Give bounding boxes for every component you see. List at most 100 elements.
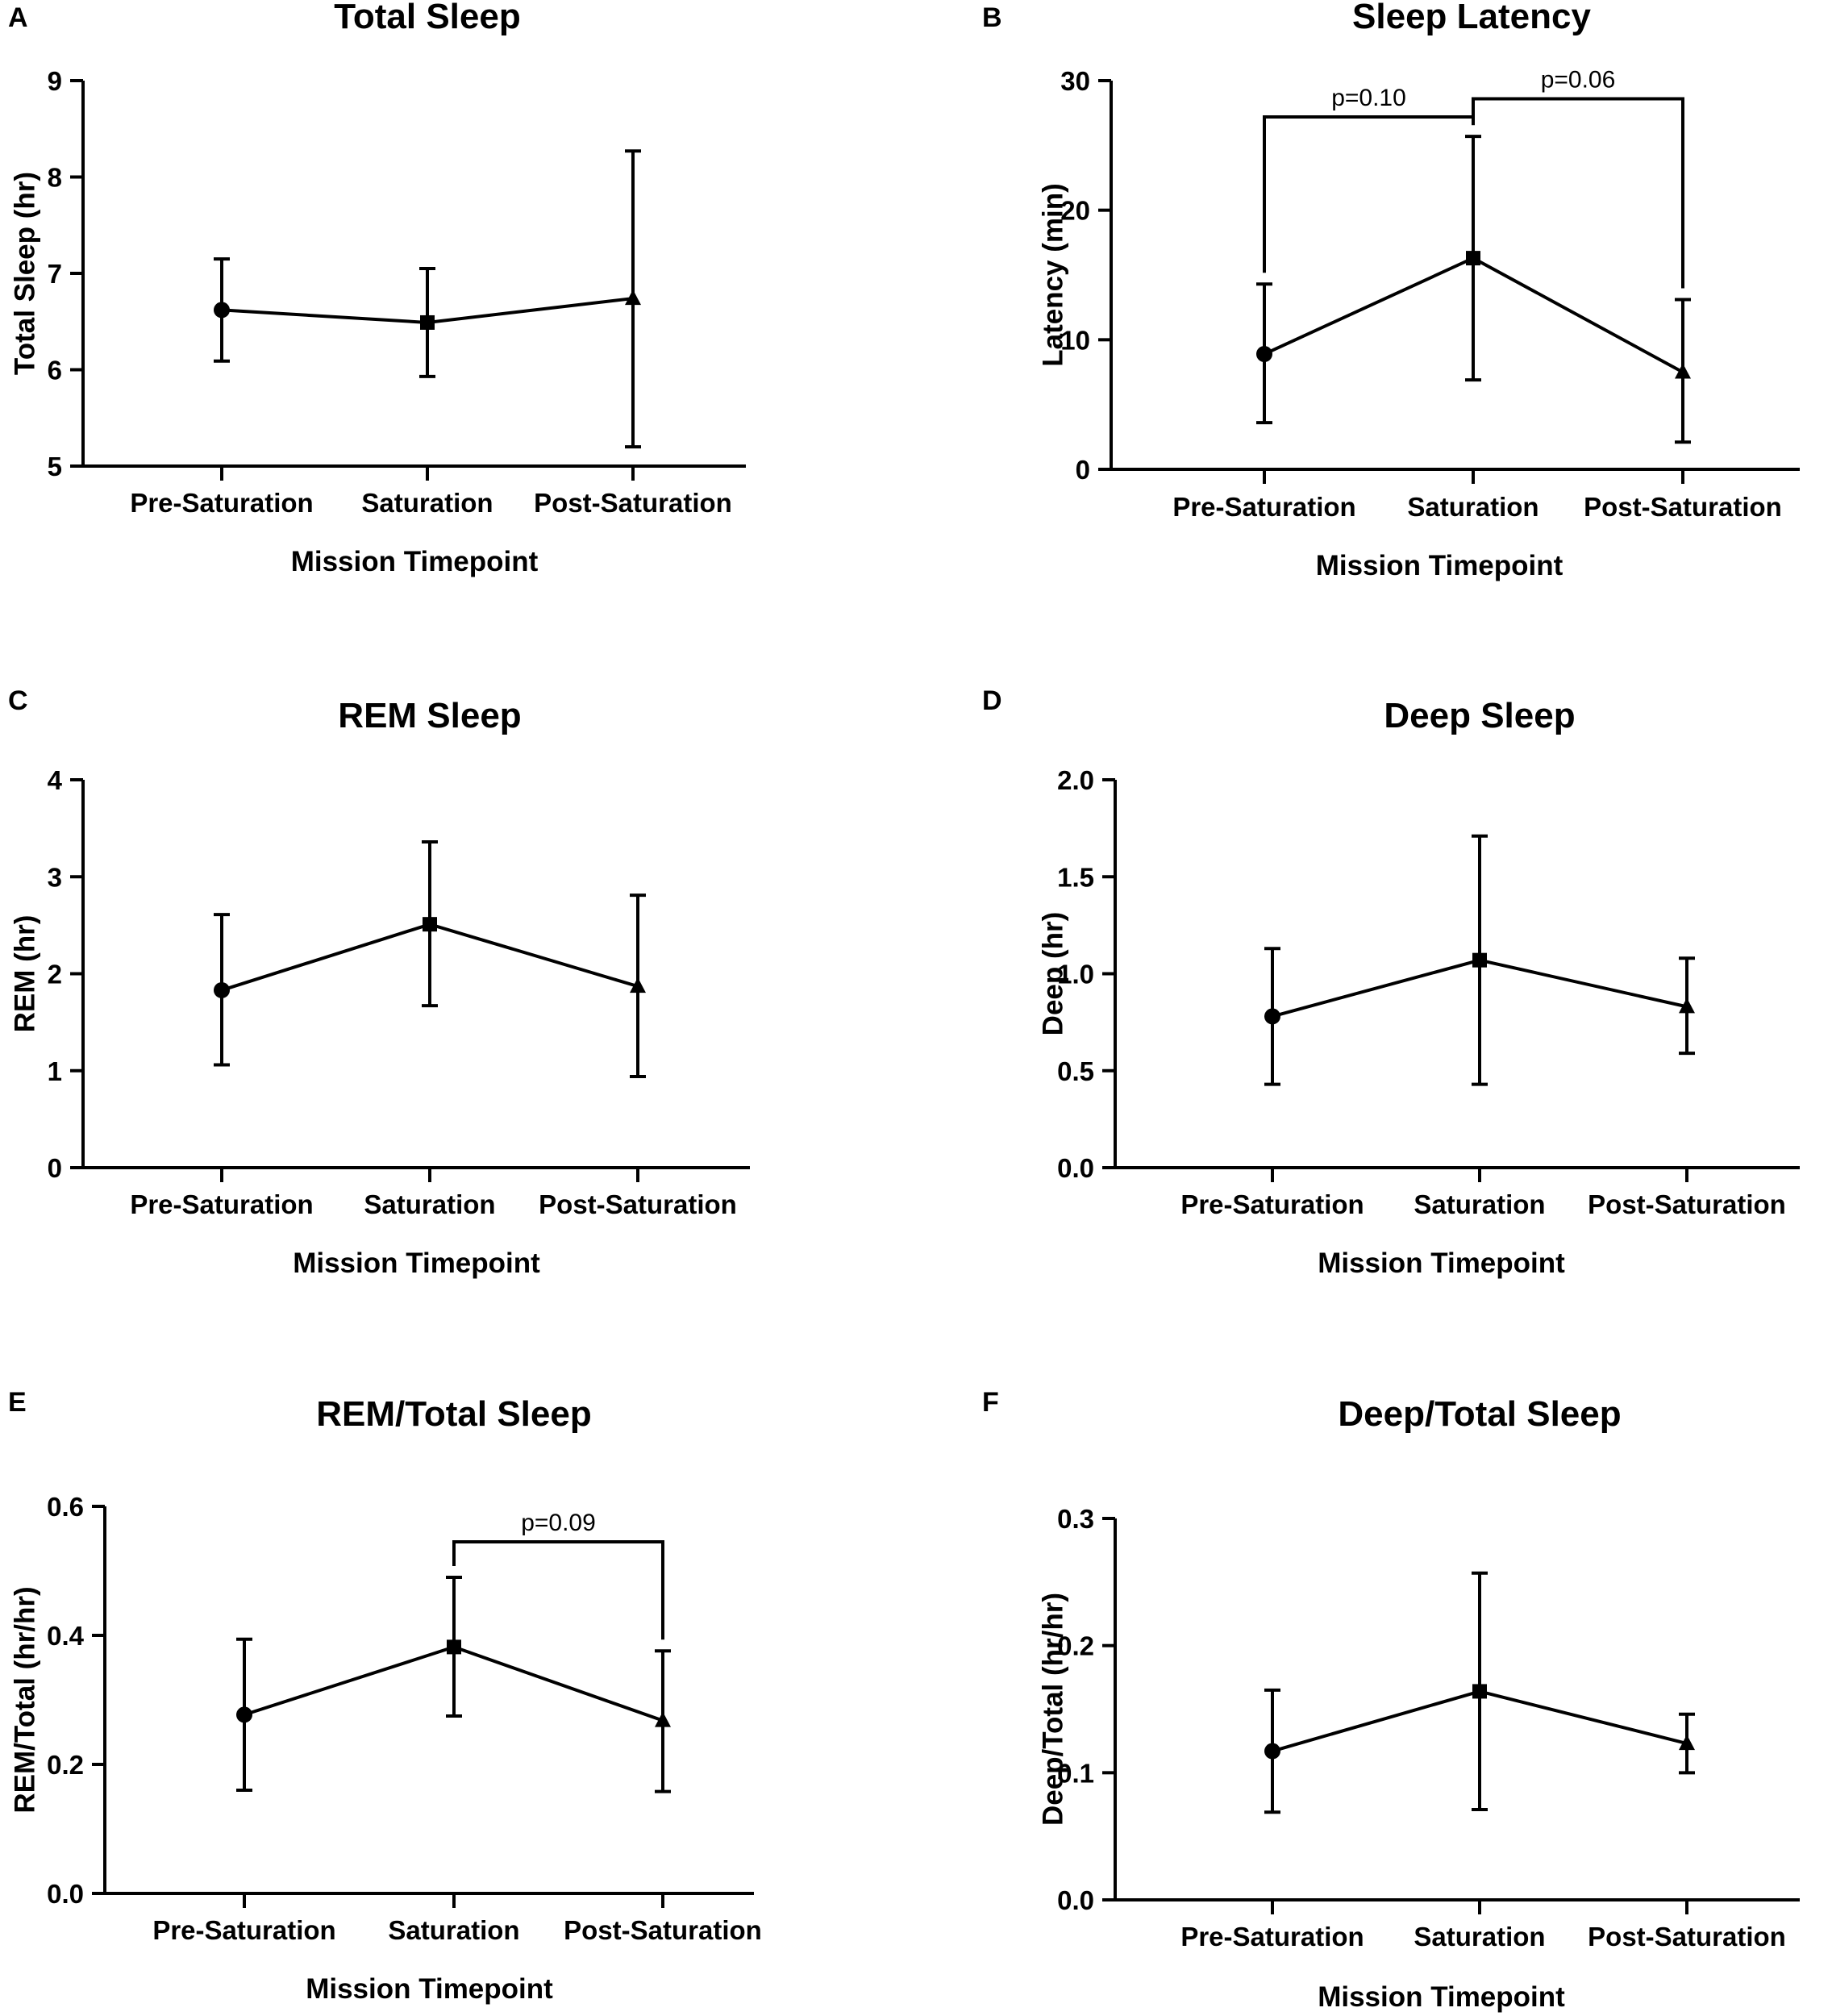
p-value-label: p=0.09	[521, 1510, 596, 1536]
data-point-triangle	[1679, 1735, 1695, 1751]
chart-panel-b: B Sleep Latency 0 10 20 30 Pre-Saturation Satur…	[982, 0, 1800, 581]
data-point-circle	[236, 1706, 252, 1723]
chart-panel-c: C REM Sleep 0 1 2 3 4 Pre-Saturation Saturation P…	[8, 685, 750, 1279]
y-tick-label: 0.3	[1057, 1504, 1094, 1534]
x-tick-label: Post-Saturation	[1584, 492, 1782, 522]
chart-title: Total Sleep	[334, 0, 520, 36]
data-point-triangle	[1675, 363, 1691, 379]
data-point-square	[423, 917, 437, 932]
y-tick-label: 0.6	[47, 1492, 84, 1522]
x-tick-label: Saturation	[1414, 1189, 1545, 1219]
y-tick-label: 0.2	[1057, 1631, 1094, 1661]
data-point-circle	[1264, 1008, 1280, 1025]
panel-letter: F	[982, 1387, 999, 1418]
y-tick-label: 2	[48, 960, 62, 989]
chart-title: Sleep Latency	[1352, 0, 1591, 36]
x-tick-label: Post-Saturation	[1588, 1922, 1786, 1951]
y-tick-label: 0	[1076, 455, 1090, 485]
x-tick-label: Post-Saturation	[1588, 1189, 1786, 1219]
data-point-square	[420, 314, 435, 330]
y-tick-label: 4	[48, 765, 63, 795]
significance-bracket	[452, 1540, 664, 1640]
data-point-circle	[1256, 346, 1272, 363]
x-axis-label: Mission Timepoint	[1318, 1248, 1565, 1279]
data-point-triangle	[630, 977, 646, 993]
y-tick-label: 5	[48, 452, 62, 481]
data-point-circle	[1264, 1743, 1280, 1760]
y-tick-label: 1	[48, 1056, 62, 1086]
x-tick-label: Saturation	[1407, 492, 1538, 522]
y-tick-label: 0.0	[1057, 1885, 1094, 1915]
x-tick-label: Post-Saturation	[564, 1915, 762, 1945]
y-tick-label: 0.1	[1057, 1758, 1094, 1788]
chart-panel-a: A Total Sleep 5 6 7 8 9 Pre-Saturation Saturatio…	[8, 0, 746, 577]
data-point-square	[1472, 952, 1487, 968]
data-point-circle	[214, 981, 230, 998]
panel-letter: A	[8, 2, 28, 33]
significance-bracket	[1472, 97, 1684, 289]
y-tick-label: 0.5	[1057, 1056, 1094, 1086]
y-tick-label: 0.2	[47, 1750, 84, 1780]
panel-letter: D	[982, 685, 1002, 716]
p-value-label: p=0.10	[1331, 85, 1406, 111]
x-axis-label: Mission Timepoint	[291, 546, 539, 577]
data-point-square	[1466, 251, 1480, 266]
data-point-circle	[214, 302, 230, 319]
panel-letter: E	[8, 1387, 27, 1418]
y-tick-label: 30	[1060, 66, 1090, 96]
x-tick-label: Saturation	[388, 1915, 519, 1945]
p-value-label: p=0.06	[1541, 66, 1616, 93]
y-tick-label: 9	[48, 66, 62, 96]
x-tick-label: Post-Saturation	[534, 488, 732, 518]
y-axis-label: Latency (min)	[1037, 183, 1068, 367]
y-axis-label: REM (hr)	[9, 915, 40, 1033]
y-tick-label: 0.0	[1057, 1153, 1094, 1183]
y-tick-label: 6	[48, 356, 62, 385]
x-tick-label: Pre-Saturation	[1180, 1189, 1364, 1219]
chart-title: REM/Total Sleep	[316, 1394, 591, 1434]
y-tick-label: 2.0	[1057, 765, 1094, 795]
chart-title: Deep Sleep	[1384, 696, 1575, 735]
chart-panel-d: D Deep Sleep 0.0 0.5 1.0 1.5 2.0 Pre-Saturation…	[982, 685, 1800, 1279]
y-tick-label: 0.4	[47, 1621, 85, 1651]
x-tick-label: Saturation	[361, 488, 493, 518]
x-tick-label: Pre-Saturation	[1172, 492, 1355, 522]
y-tick-label: 0	[48, 1153, 62, 1183]
data-point-triangle	[1679, 998, 1695, 1014]
y-axis-label: Deep/Total (hr/hr)	[1037, 1593, 1068, 1826]
x-axis-label: Mission Timepoint	[306, 1973, 553, 2005]
y-tick-label: 3	[48, 862, 62, 892]
x-tick-label: Saturation	[364, 1189, 495, 1219]
y-axis-label: REM/Total (hr/hr)	[9, 1586, 40, 1813]
x-tick-label: Pre-Saturation	[1180, 1922, 1364, 1951]
x-tick-label: Pre-Saturation	[130, 1189, 313, 1219]
y-tick-label: 10	[1060, 325, 1090, 355]
x-tick-label: Pre-Saturation	[152, 1915, 335, 1945]
x-axis-label: Mission Timepoint	[1318, 1981, 1565, 2013]
chart-panel-f: F Deep/Total Sleep 0.0 0.1 0.2 0.3 Pre-Saturat…	[982, 1387, 1800, 2013]
chart-title: Deep/Total Sleep	[1338, 1394, 1621, 1434]
panel-letter: C	[8, 685, 28, 716]
x-tick-label: Pre-Saturation	[130, 488, 313, 518]
data-point-triangle	[655, 1711, 671, 1727]
y-tick-label: 8	[48, 163, 62, 193]
data-point-square	[1472, 1684, 1487, 1699]
y-tick-label: 0.0	[47, 1879, 84, 1909]
data-point-triangle	[625, 289, 641, 306]
x-axis-label: Mission Timepoint	[293, 1248, 540, 1279]
y-axis-label: Total Sleep (hr)	[9, 172, 40, 375]
y-tick-label: 20	[1060, 196, 1090, 226]
data-point-square	[447, 1639, 461, 1655]
y-axis-label: Deep (hr)	[1037, 912, 1068, 1036]
x-tick-label: Post-Saturation	[539, 1189, 737, 1219]
significance-bracket	[1263, 115, 1475, 273]
chart-panel-e: E REM/Total Sleep 0.0 0.2 0.4 0.6 Pre-Saturati…	[8, 1387, 762, 2005]
y-tick-label: 1.5	[1057, 862, 1094, 892]
panel-letter: B	[982, 2, 1002, 33]
x-axis-label: Mission Timepoint	[1316, 550, 1563, 581]
y-tick-label: 1.0	[1057, 960, 1094, 989]
y-tick-label: 7	[48, 259, 62, 289]
x-tick-label: Saturation	[1414, 1922, 1545, 1951]
chart-title: REM Sleep	[338, 696, 521, 735]
